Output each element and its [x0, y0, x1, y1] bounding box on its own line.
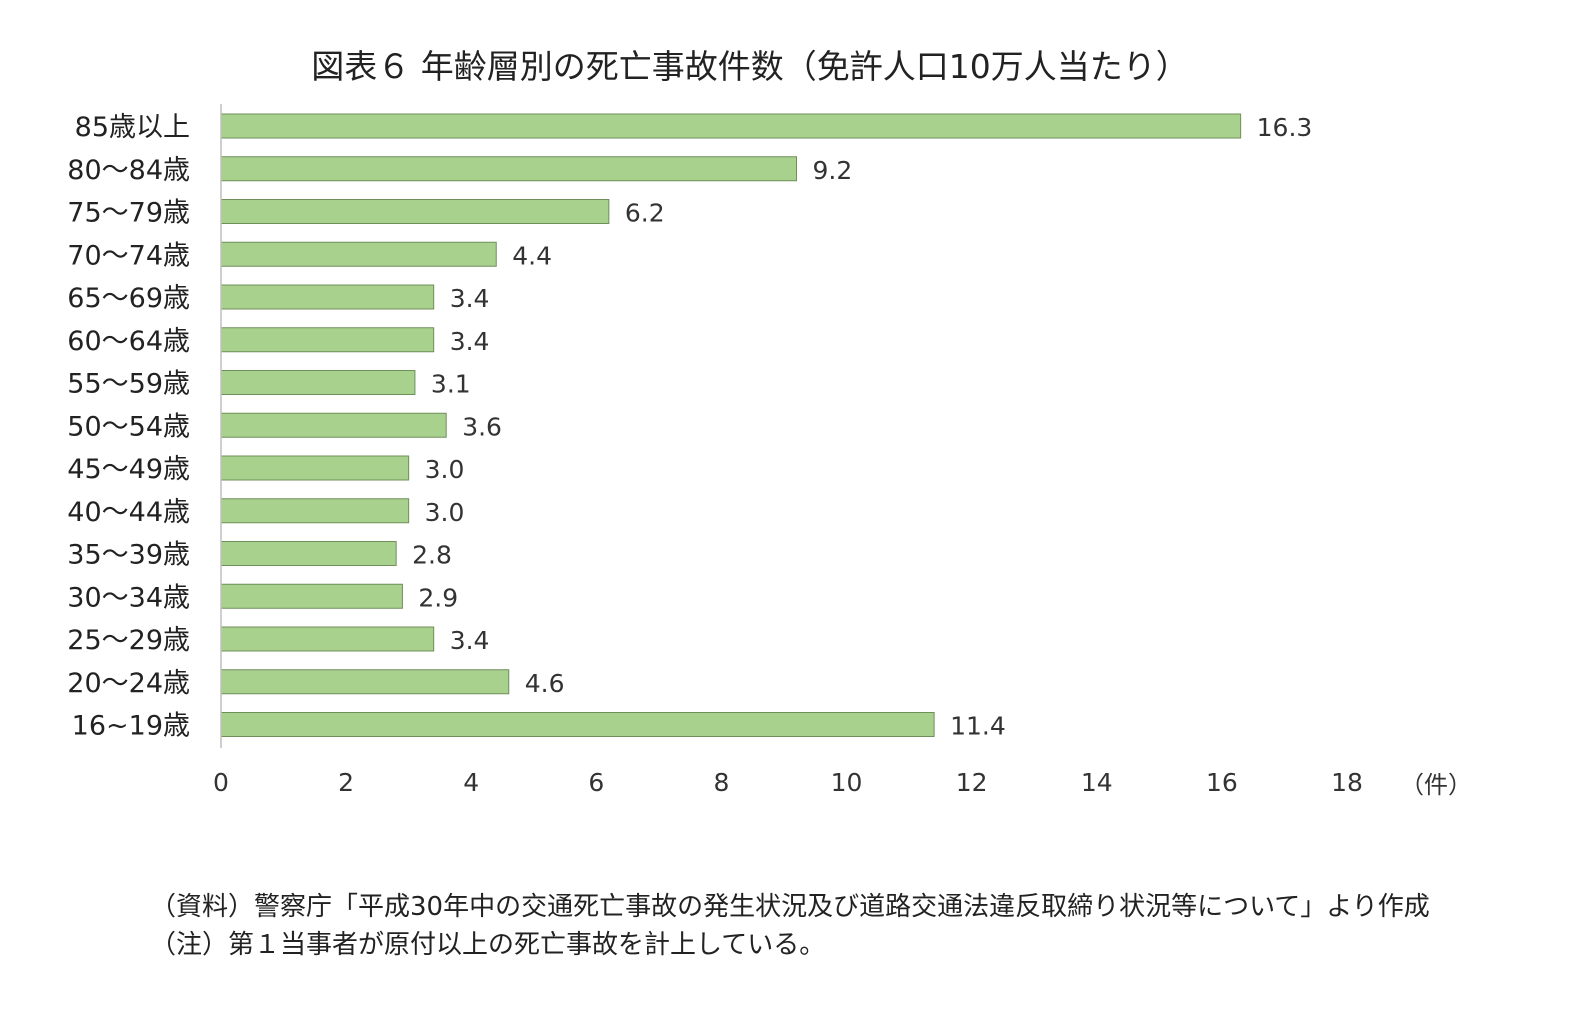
x-tick-label: 6: [588, 768, 604, 797]
value-label: 16.3: [1257, 113, 1313, 142]
value-label: 3.4: [450, 327, 490, 356]
bar: [220, 156, 798, 182]
value-labels-group: 16.3 9.2 6.2 4.4 3.4 3.4 3.1 3.6 3.0 3.0 2.8 2.9 3.4…: [412, 113, 1312, 741]
value-label: 11.4: [950, 712, 1006, 741]
x-tick-labels-group: 0 2 4 6 8 10 12 14 16 18: [213, 768, 1363, 797]
category-label: 60～64歳: [67, 326, 190, 357]
category-label: 25～29歳: [67, 625, 190, 656]
x-tick-label: 0: [213, 768, 229, 797]
x-tick-label: 14: [1081, 768, 1113, 797]
source-note: （資料）警察庁「平成30年中の交通死亡事故の発生状況及び道路交通法違反取締り状況…: [150, 892, 1430, 922]
bar: [220, 541, 397, 566]
x-tick-label: 10: [831, 768, 863, 797]
bar-chart: 85歳以上 80～84歳 75～79歳 70～74歳 65～69歳 60～64歳 55～59…: [67, 104, 1472, 799]
x-tick-label: 16: [1206, 768, 1238, 797]
value-label: 3.6: [462, 412, 502, 441]
category-label: 35～39歳: [67, 540, 190, 571]
category-label: 70～74歳: [67, 240, 190, 271]
bar: [220, 498, 410, 524]
value-label: 3.4: [450, 626, 490, 655]
x-tick-label: 4: [463, 768, 479, 797]
category-label: 85歳以上: [75, 112, 190, 143]
category-label: 30～34歳: [67, 582, 190, 613]
x-tick-label: 18: [1331, 768, 1363, 797]
footnote: （注）第１当事者が原付以上の死亡事故を計上している。: [150, 930, 826, 960]
value-label: 3.1: [431, 370, 471, 399]
category-label: 75～79歳: [67, 198, 190, 229]
category-label: 50～54歳: [67, 411, 190, 442]
bar: [220, 284, 435, 310]
category-label: 55～59歳: [67, 369, 190, 400]
value-label: 9.2: [813, 156, 853, 185]
value-label: 3.4: [450, 284, 490, 313]
bar: [220, 626, 435, 652]
category-label: 45～49歳: [67, 454, 190, 485]
value-label: 6.2: [625, 199, 665, 228]
bar: [220, 199, 610, 224]
bar: [220, 583, 403, 609]
bar: [220, 455, 410, 481]
bar: [220, 113, 1242, 139]
value-label: 2.8: [412, 541, 452, 570]
x-tick-label: 12: [956, 768, 988, 797]
bar: [220, 712, 935, 737]
category-label: 20～24歳: [67, 668, 190, 699]
category-label: 40～44歳: [67, 497, 190, 528]
category-label: 65～69歳: [67, 283, 190, 314]
bar: [220, 669, 510, 695]
bar: [220, 241, 497, 267]
value-label: 4.6: [525, 669, 565, 698]
value-label: 2.9: [418, 583, 458, 612]
x-tick-label: 8: [713, 768, 729, 797]
bar: [220, 327, 435, 353]
notes: （資料）警察庁「平成30年中の交通死亡事故の発生状況及び道路交通法違反取締り状況…: [150, 888, 1430, 964]
value-label: 3.0: [425, 498, 465, 527]
category-label: 16~19歳: [72, 711, 190, 742]
chart-title: 図表６ 年齢層別の死亡事故件数（免許人口10万人当たり）: [311, 47, 1189, 86]
category-labels-group: 85歳以上 80～84歳 75～79歳 70～74歳 65～69歳 60～64歳 55～59…: [67, 112, 190, 742]
value-label: 3.0: [425, 455, 465, 484]
bar: [220, 370, 416, 395]
x-unit-label: （件）: [1400, 771, 1472, 799]
x-tick-label: 2: [338, 768, 354, 797]
bar: [220, 412, 447, 438]
bars-group: [220, 113, 1242, 737]
category-label: 80～84歳: [67, 155, 190, 186]
value-label: 4.4: [512, 241, 552, 270]
